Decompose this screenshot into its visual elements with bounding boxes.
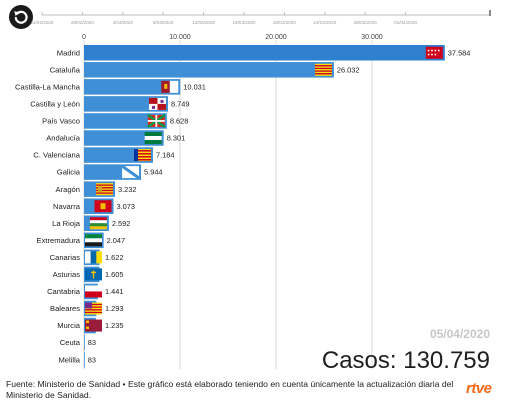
bar-cantabria	[84, 283, 98, 300]
canarias-flag-icon	[85, 251, 103, 264]
category-label-la-rioja: La Rioja	[52, 219, 81, 228]
category-label-extremadura: Extremadura	[37, 236, 81, 245]
replay-button[interactable]	[9, 5, 33, 29]
category-label-ceuta: Ceuta	[60, 338, 81, 347]
bar-melilla	[84, 351, 85, 368]
la-rioja-flag-icon	[89, 217, 107, 230]
category-label-cantabria: Cantabria	[47, 287, 81, 296]
timeline-handle	[489, 10, 491, 16]
x-tick-label: 20.000	[265, 34, 287, 41]
timeline-date-label: 4/03/2020	[113, 20, 134, 25]
bar-c-valenciana	[84, 147, 153, 163]
bar-murcia	[84, 317, 96, 334]
andalucia-flag-icon	[144, 132, 162, 145]
timeline-date-label: 16/03/2020	[233, 20, 256, 25]
bar-andalucia	[84, 130, 164, 146]
footer-source-note: Fuente: Ministerio de Sanidad • Este grá…	[6, 379, 454, 400]
value-label-asturias: 1.605	[105, 270, 124, 279]
category-label-c-valenciana: C. Valenciana	[33, 151, 80, 160]
bar-castilla-la-mancha	[84, 79, 181, 95]
bar-extremadura	[84, 232, 104, 249]
category-label-cataluna: Cataluña	[50, 65, 81, 74]
c-valenciana-flag-icon	[133, 149, 151, 162]
current-date-label: 05/04/2020	[430, 327, 490, 341]
timeline-date-label: 28/03/2020	[354, 20, 377, 25]
bar-canarias	[84, 249, 100, 266]
bar-asturias	[84, 266, 100, 283]
aragon-flag-icon	[96, 183, 114, 196]
murcia-flag-icon	[85, 319, 102, 332]
madrid-flag-icon	[425, 46, 443, 59]
value-label-cantabria: 1.441	[105, 287, 124, 296]
navarra-flag-icon	[94, 200, 112, 213]
bar-castilla-y-leon	[84, 96, 168, 112]
category-label-madrid: Madrid	[57, 48, 80, 57]
bar-aragon	[84, 181, 116, 197]
bar-ceuta	[84, 334, 85, 351]
value-label-madrid: 37.584	[448, 48, 471, 57]
value-label-galicia: 5.944	[144, 168, 163, 177]
category-label-castilla-y-leon: Castilla y León	[30, 100, 80, 109]
timeline-date-label: 24/03/2020	[313, 20, 336, 25]
pais-vasco-flag-icon	[147, 113, 166, 128]
category-label-aragon: Aragón	[56, 185, 81, 194]
castilla-la-mancha-flag-icon	[161, 80, 179, 93]
timeline-date-label: 20/03/2020	[273, 20, 296, 25]
timeline-date-label: 12/03/2020	[192, 20, 215, 25]
cataluna-flag-icon	[314, 63, 332, 76]
timeline-date-label: 01/04/2020	[394, 20, 417, 25]
timeline-date-label: 28/02/2020	[71, 20, 94, 25]
value-label-extremadura: 2.047	[107, 236, 126, 245]
value-label-cataluna: 26.032	[337, 65, 360, 74]
galicia-flag-icon	[121, 164, 140, 180]
value-label-c-valenciana: 7.184	[156, 151, 175, 160]
value-label-castilla-la-mancha: 10.031	[183, 82, 206, 91]
bar-baleares	[84, 300, 97, 317]
bar-la-rioja	[84, 215, 109, 231]
value-label-la-rioja: 2.592	[112, 219, 131, 228]
value-label-navarra: 3.073	[117, 202, 135, 211]
category-label-canarias: Canarias	[50, 253, 81, 262]
value-label-pais-vasco: 8.628	[170, 117, 189, 126]
x-tick-label: 10.000	[169, 34, 191, 41]
category-label-asturias: Asturias	[53, 270, 81, 279]
category-label-castilla-la-mancha: Castilla-La Mancha	[15, 82, 81, 91]
bar-madrid	[84, 45, 445, 61]
value-label-castilla-y-leon: 8.749	[171, 100, 190, 109]
value-label-aragon: 3.232	[118, 185, 136, 194]
category-label-murcia: Murcia	[57, 321, 81, 330]
category-label-baleares: Baleares	[50, 304, 80, 313]
asturias-flag-icon	[85, 268, 102, 281]
x-tick-label: 0	[82, 34, 86, 41]
x-tick-label: 30.000	[361, 34, 383, 41]
bar-galicia	[84, 164, 142, 180]
bar-pais-vasco	[84, 113, 167, 129]
category-label-navarra: Navarra	[53, 202, 81, 211]
value-label-melilla: 83	[88, 355, 96, 364]
replay-icon	[14, 10, 28, 24]
timeline-date-label: 24/02/2020	[31, 20, 54, 25]
value-label-ceuta: 83	[88, 338, 96, 347]
total-cases-label: Casos: 130.759	[322, 347, 490, 374]
value-label-canarias: 1.622	[105, 253, 124, 262]
category-label-pais-vasco: País Vasco	[42, 117, 80, 126]
cantabria-flag-icon	[85, 285, 102, 298]
value-label-andalucia: 8.301	[167, 134, 186, 143]
timeline-date-label: 8/03/2020	[153, 20, 174, 25]
category-label-melilla: Melilla	[58, 355, 80, 364]
extremadura-flag-icon	[85, 234, 102, 247]
castilla-y-leon-flag-icon	[148, 97, 166, 110]
value-label-baleares: 1.293	[105, 304, 124, 313]
bar-cataluna	[84, 62, 334, 78]
value-label-murcia: 1.235	[105, 321, 124, 330]
category-label-andalucia: Andalucía	[46, 134, 81, 143]
category-label-galicia: Galicia	[57, 168, 81, 177]
baleares-flag-icon	[85, 302, 102, 315]
bar-navarra	[84, 198, 114, 214]
rtve-logo: rtve	[466, 380, 492, 397]
